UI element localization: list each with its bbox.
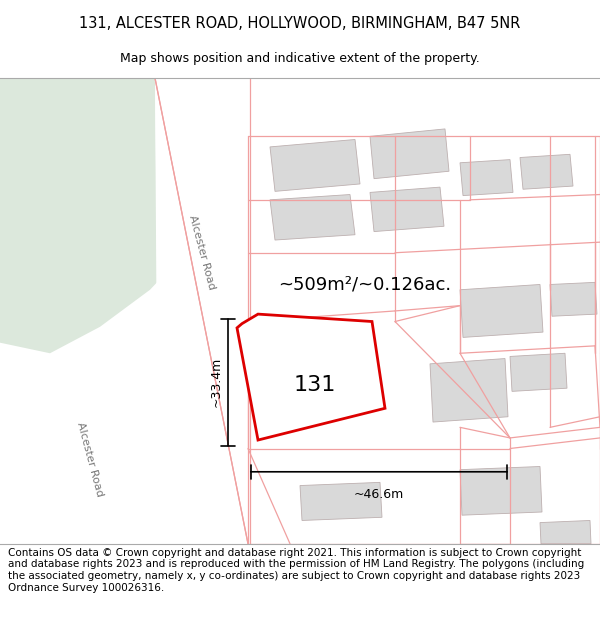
Polygon shape	[155, 78, 255, 544]
Polygon shape	[460, 466, 542, 515]
Polygon shape	[237, 314, 385, 440]
Text: Alcester Road: Alcester Road	[75, 421, 105, 498]
Text: Map shows position and indicative extent of the property.: Map shows position and indicative extent…	[120, 52, 480, 65]
Text: ~509m²/~0.126ac.: ~509m²/~0.126ac.	[278, 276, 451, 294]
Polygon shape	[510, 353, 567, 391]
Text: Contains OS data © Crown copyright and database right 2021. This information is : Contains OS data © Crown copyright and d…	[8, 548, 584, 592]
Polygon shape	[460, 159, 513, 196]
Text: ~33.4m: ~33.4m	[210, 357, 223, 408]
Text: ~46.6m: ~46.6m	[354, 488, 404, 501]
Text: Alcester Road: Alcester Road	[187, 214, 217, 291]
Text: 131, ALCESTER ROAD, HOLLYWOOD, BIRMINGHAM, B47 5NR: 131, ALCESTER ROAD, HOLLYWOOD, BIRMINGHA…	[79, 16, 521, 31]
Polygon shape	[270, 139, 360, 191]
Polygon shape	[0, 78, 200, 353]
Polygon shape	[540, 521, 591, 544]
Polygon shape	[300, 482, 382, 521]
Polygon shape	[550, 282, 597, 316]
Polygon shape	[370, 187, 444, 232]
Polygon shape	[370, 129, 449, 179]
Polygon shape	[430, 359, 508, 422]
Polygon shape	[155, 78, 250, 544]
Polygon shape	[460, 284, 543, 338]
Polygon shape	[520, 154, 573, 189]
Polygon shape	[270, 194, 355, 240]
Text: 131: 131	[294, 375, 336, 395]
